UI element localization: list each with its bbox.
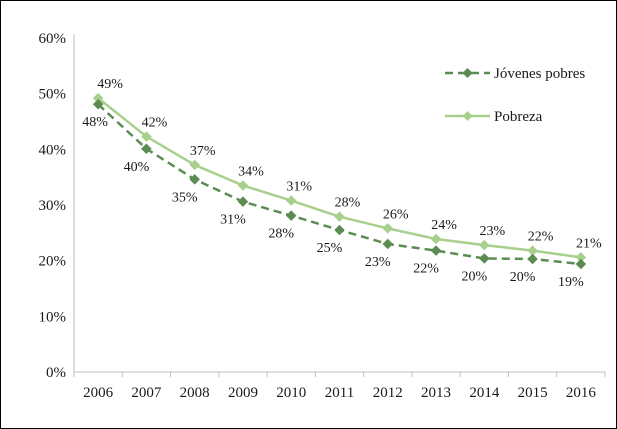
data-label-pobreza: 28% <box>335 196 361 211</box>
data-point-jovenes-pobres <box>285 210 297 221</box>
x-tick-label: 2010 <box>276 385 306 401</box>
legend-label-pobreza: Pobreza <box>494 109 543 125</box>
x-tick-label: 2015 <box>518 385 548 401</box>
legend-marker-jovenes-pobres <box>462 68 473 78</box>
x-tick-label: 2016 <box>566 385 597 401</box>
x-tick-label: 2013 <box>421 385 451 401</box>
x-tick-label: 2011 <box>325 385 354 401</box>
data-label-jovenes-pobres: 22% <box>413 262 439 277</box>
x-axis-ticks: 2006 2007 2008 2009 2010 2011 2012 2013 2014 2015… <box>73 372 606 401</box>
data-point-pobreza <box>382 223 394 234</box>
x-tick-label: 2008 <box>180 385 210 401</box>
data-label-pobreza: 34% <box>238 165 264 180</box>
data-point-jovenes-pobres <box>430 245 442 257</box>
data-label-jovenes-pobres: 28% <box>268 227 294 242</box>
data-point-jovenes-pobres <box>141 143 152 155</box>
data-label-jovenes-pobres: 20% <box>461 269 487 284</box>
x-tick-label: 2007 <box>131 385 162 401</box>
y-tick-label: 40% <box>39 142 67 158</box>
data-label-jovenes-pobres: 20% <box>510 270 536 285</box>
data-point-jovenes-pobres <box>237 196 249 208</box>
y-tick-label: 60% <box>39 31 67 47</box>
data-point-jovenes-pobres <box>189 174 201 185</box>
data-label-jovenes-pobres: 48% <box>82 115 108 130</box>
y-tick-label: 30% <box>39 198 67 214</box>
data-label-pobreza: 22% <box>528 230 554 245</box>
legend-marker-pobreza <box>462 111 473 121</box>
x-tick-label: 2014 <box>469 385 500 401</box>
data-point-jovenes-pobres <box>575 258 587 270</box>
series-line-jovenes-pobres <box>97 103 581 266</box>
data-point-pobreza <box>334 211 345 223</box>
y-tick-label: 50% <box>39 87 67 103</box>
data-point-pobreza <box>430 233 442 245</box>
axes <box>73 34 605 373</box>
data-point-jovenes-pobres <box>92 98 104 110</box>
legend: Jóvenes pobres Pobreza <box>445 66 585 125</box>
data-label-jovenes-pobres: 19% <box>558 275 584 290</box>
data-label-pobreza: 21% <box>576 236 602 251</box>
x-tick-label: 2009 <box>228 385 258 401</box>
data-point-pobreza <box>237 180 249 191</box>
data-label-jovenes-pobres: 23% <box>365 255 391 270</box>
data-point-jovenes-pobres <box>382 238 394 250</box>
data-point-pobreza <box>189 159 201 171</box>
data-label-jovenes-pobres: 40% <box>124 160 150 175</box>
data-point-jovenes-pobres <box>527 253 538 265</box>
y-tick-label: 20% <box>39 254 67 270</box>
data-label-jovenes-pobres: 25% <box>317 241 343 256</box>
y-axis-ticks: 0% 10% 20% 30% 40% 50% 60% <box>39 31 67 381</box>
data-label-pobreza: 23% <box>479 224 505 239</box>
data-label-pobreza: 31% <box>286 180 312 195</box>
data-label-pobreza: 42% <box>142 116 168 131</box>
data-point-pobreza <box>285 195 297 206</box>
x-tick-label: 2012 <box>373 385 403 401</box>
data-label-pobreza: 24% <box>431 218 457 233</box>
data-label-jovenes-pobres: 31% <box>220 213 246 228</box>
data-point-jovenes-pobres <box>334 224 345 236</box>
data-point-pobreza <box>478 239 490 251</box>
data-label-pobreza: 26% <box>383 207 409 222</box>
legend-label-jovenes-pobres: Jóvenes pobres <box>494 66 585 82</box>
x-tick-label: 2006 <box>83 385 114 401</box>
data-point-pobreza <box>141 131 152 142</box>
data-labels: 49% 42% 37% 34% 31% 28% 26% 24% 23% 22% 21% 48% 40% 3… <box>82 77 602 290</box>
data-label-pobreza: 37% <box>190 144 216 159</box>
series-layer <box>92 92 587 270</box>
data-point-jovenes-pobres <box>478 253 490 264</box>
y-tick-label: 0% <box>46 365 66 381</box>
y-tick-label: 10% <box>39 309 67 325</box>
data-label-pobreza: 49% <box>97 77 123 92</box>
data-label-jovenes-pobres: 35% <box>172 190 198 205</box>
